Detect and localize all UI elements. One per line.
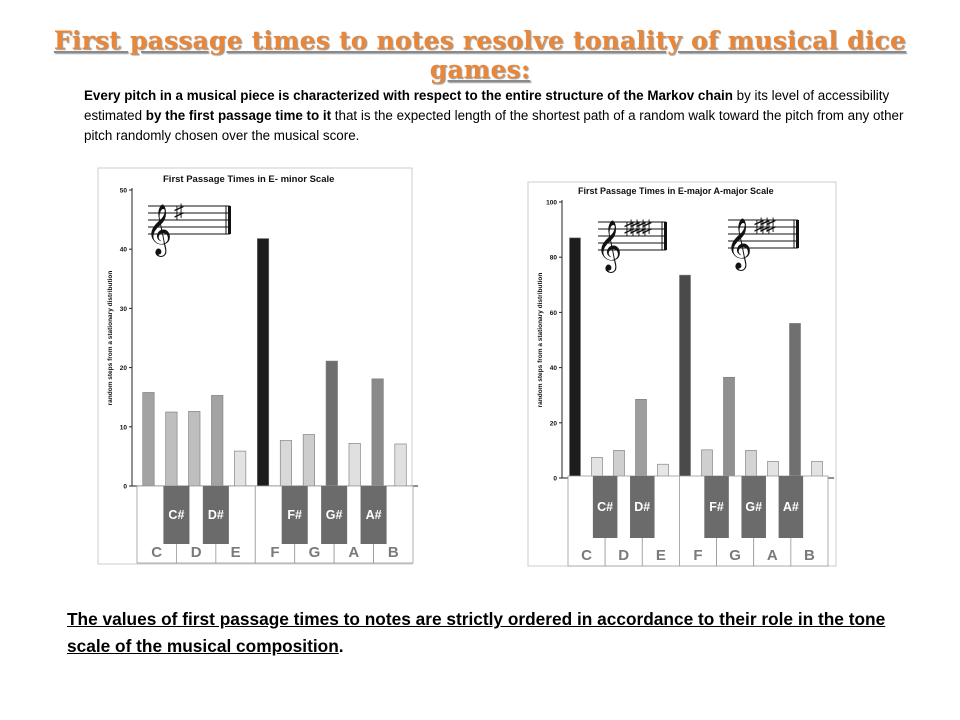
conclusion-text: The values of first passage times to not… (67, 606, 907, 660)
chart0-bar-G# (325, 360, 338, 487)
chart0-bar-G (302, 434, 315, 487)
chart1-black-key (630, 476, 655, 538)
chart1-y-tick-label: 20 (550, 420, 558, 427)
chart0-black-key (281, 486, 308, 544)
intro-text-4: that is the expected length of the short… (84, 108, 904, 143)
chart1-black-key-label: F# (709, 500, 724, 514)
chart0-bar-F# (279, 440, 292, 487)
chart0-y-tick-label: 20 (120, 365, 128, 372)
intro-bold-3: by the first passage time to it (145, 108, 332, 123)
chart1-black-key-label: A# (783, 500, 799, 514)
chart1-black-key-label: D# (634, 500, 650, 514)
chart0-y-tick-label: 40 (120, 247, 128, 254)
chart1-white-key-label: B (804, 547, 815, 564)
chart1-staff-b-treble-clef-icon: 𝄞 (726, 219, 752, 271)
chart0-barline-thick (228, 206, 231, 234)
chart1-bar-A (767, 461, 779, 479)
chart0-white-key-label: A (348, 544, 359, 561)
chart0-ylabel: random steps from a stationary distribut… (107, 271, 114, 406)
chart1-white-key-label: D (618, 547, 629, 564)
chart1-staff-a-treble-clef-icon: 𝄞 (596, 221, 622, 273)
chart1-y-tick-label: 40 (550, 365, 558, 372)
conclusion-underlined: The values of first passage times to not… (67, 609, 886, 656)
chart1-bar-C (569, 237, 581, 479)
chart0-bar-D# (211, 395, 224, 487)
chart0-bar-A# (371, 378, 384, 487)
chart1-title: First Passage Times in E-major A-major S… (578, 186, 774, 196)
chart0-black-key-label: D# (208, 508, 224, 522)
chart1-staff-b-barline-thick (796, 220, 799, 248)
chart0-white-key-label: C (151, 544, 162, 561)
chart0-bar-E (234, 450, 247, 487)
chart0-white-key-label: E (231, 544, 241, 561)
chart1-black-key (592, 476, 618, 538)
chart-e-major-a-major: First Passage Times in E-major A-major S… (527, 181, 837, 567)
chart0-black-key-label: G# (326, 508, 343, 522)
chart1-black-key-label: G# (745, 500, 762, 514)
chart1-bar-C# (591, 456, 603, 479)
chart1-bar-F (679, 274, 691, 479)
intro-paragraph: Every pitch in a musical piece is charac… (84, 86, 904, 146)
chart0-y-tick-label: 30 (120, 306, 128, 313)
chart0-bar-A (348, 443, 361, 487)
chart0-y-tick-label: 50 (120, 188, 128, 195)
chart1-black-key (778, 476, 804, 538)
slide-title: First passage times to notes resolve ton… (53, 26, 907, 84)
chart0-black-key (321, 486, 348, 544)
chart1-bar-D# (635, 399, 647, 479)
chart0-bar-F (257, 238, 270, 487)
chart0-y-tick-label: 0 (123, 484, 127, 491)
chart1-bar-F# (701, 449, 713, 479)
chart0-white-key-label: G (309, 544, 321, 561)
chart0-white-key-label: F (270, 544, 279, 561)
chart0-white-key-label: B (388, 544, 399, 561)
chart0-black-key (163, 486, 190, 544)
chart0-black-key (360, 486, 387, 544)
chart1-white-key-label: C (581, 547, 592, 564)
chart1-white-key-label: G (729, 547, 741, 564)
chart0-y-tick-label: 10 (120, 424, 128, 431)
chart0-title: First Passage Times in E- minor Scale (163, 174, 334, 185)
chart1-bar-D (613, 450, 625, 479)
chart1-bar-G# (745, 450, 757, 479)
chart0-black-key-label: F# (287, 508, 302, 522)
chart1-staff-a-key-signature: ♯♯♯♯ (624, 217, 652, 239)
chart1-black-key-label: C# (597, 500, 613, 514)
chart0-treble-clef-icon: 𝄞 (146, 205, 172, 257)
chart1-black-key (704, 476, 729, 538)
chart1-y-tick-label: 60 (550, 310, 558, 317)
intro-bold-1: Every pitch in a musical piece is charac… (84, 88, 733, 103)
chart0-black-key-label: C# (168, 508, 184, 522)
intro-text-2: by its level of accessibility estimated (84, 88, 890, 123)
chart0-bar-D (188, 411, 201, 487)
chart1-bar-G (723, 376, 735, 479)
chart0-black-key-label: A# (366, 508, 382, 522)
chart-e-minor: First Passage Times in E- minor Scale ran… (97, 167, 418, 565)
chart0-bar-C# (165, 411, 178, 487)
chart0-black-key (202, 486, 229, 544)
chart1-staff-a-barline-thick (664, 222, 667, 250)
chart1-bar-A# (789, 323, 801, 479)
chart1-bar-B (811, 461, 823, 479)
chart1-y-tick-label: 100 (546, 200, 557, 207)
chart1-ylabel: random steps from a stationary distribut… (537, 273, 544, 408)
conclusion-period: . (338, 636, 344, 656)
chart0-bar-C (142, 392, 155, 487)
chart1-y-tick-label: 0 (553, 476, 557, 483)
chart0-white-key-label: D (191, 544, 202, 561)
chart1-white-key-label: F (693, 547, 702, 564)
chart0-bar-B (394, 443, 407, 487)
chart1-white-key-label: A (767, 547, 778, 564)
chart1-y-tick-label: 80 (550, 255, 558, 262)
chart1-white-key-label: E (656, 547, 666, 564)
chart1-black-key (741, 476, 766, 538)
